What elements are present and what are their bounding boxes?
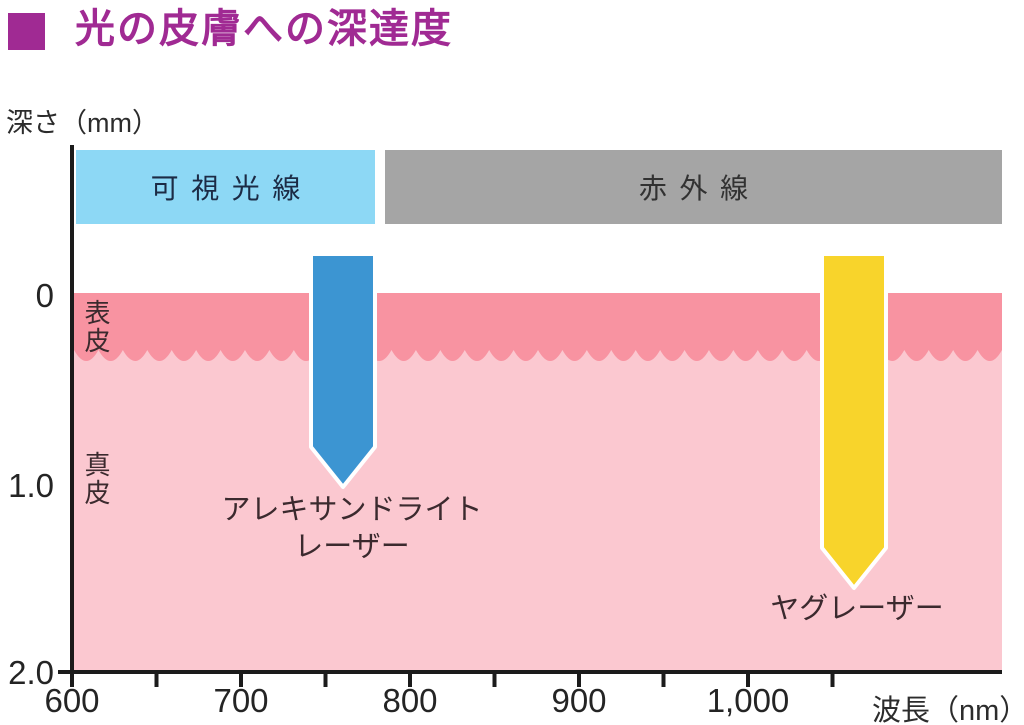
x-axis-label: 波長（nm） [872,695,1024,725]
alexandrite-laser-label: アレキサンドライト レーザー [202,492,502,566]
title-bullet-square [8,13,45,50]
axis-lines [58,145,1002,674]
yag-laser-label: ヤグレーザー [770,593,944,625]
alexandrite-laser-label-line2: レーザー [294,531,410,563]
yag-laser-arrow [820,252,888,590]
x-axis-ticks [70,672,835,687]
y-tick-1.0: 1.0 [8,467,54,504]
x-tick-800: 800 [382,682,438,719]
epidermis-label: 表皮 [81,299,111,356]
visible-light-band [76,150,375,224]
infrared-band-label: 赤外線 [638,173,761,204]
x-tick-900: 900 [551,682,607,719]
y-axis-label: 深さ（mm） [6,108,159,138]
alexandrite-laser-arrow [309,252,377,489]
y-tick-0: 0 [35,277,54,314]
y-tick-2.0: 2.0 [8,654,54,691]
infrared-band [385,150,1002,224]
epidermis-layer [74,293,1002,361]
page-title: 光の皮膚への深達度 [75,7,453,51]
alexandrite-laser-label-line1: アレキサンドライト [221,494,483,526]
visible-light-band-label: 可視光線 [150,173,313,204]
x-tick-700: 700 [213,682,269,719]
dermis-label: 真皮 [81,451,111,508]
x-tick-600: 600 [44,682,100,719]
x-tick-1000: 1,000 [706,682,790,719]
